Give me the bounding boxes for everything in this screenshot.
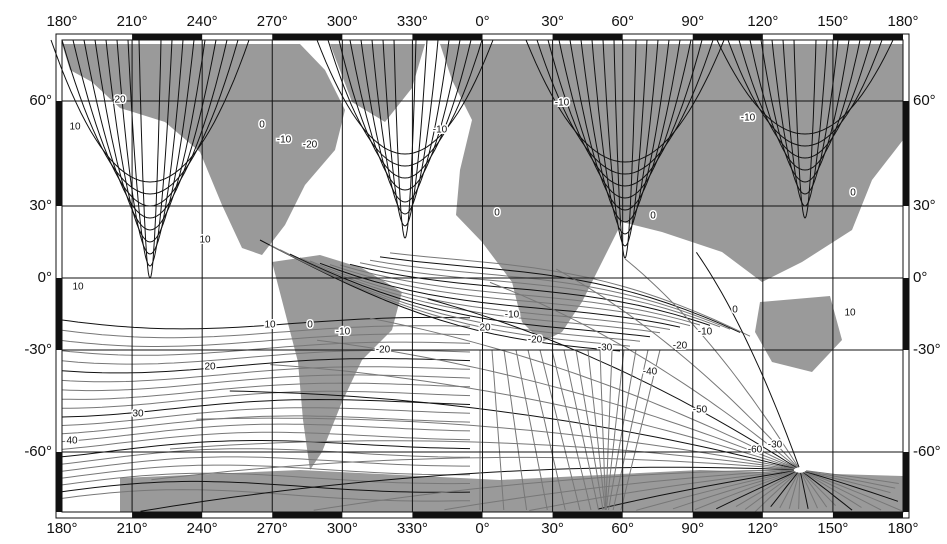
longitude-label: 300° xyxy=(327,520,358,537)
longitude-label: 180° xyxy=(887,520,918,537)
frame-bar xyxy=(412,34,482,40)
frame-bar xyxy=(56,278,62,350)
latitude-label: 30° xyxy=(29,197,52,214)
contour-label: -40 xyxy=(643,367,658,378)
contour-label: 20 xyxy=(479,323,491,334)
longitude-label: 240° xyxy=(187,520,218,537)
frame-bar xyxy=(693,512,763,518)
contour-label: -10 xyxy=(698,327,713,338)
latitude-label: -60° xyxy=(24,443,52,460)
longitude-label: 180° xyxy=(887,13,918,30)
latitude-label: 0° xyxy=(913,269,927,286)
frame-bar xyxy=(553,512,623,518)
contour-label: 10 xyxy=(844,308,856,319)
contour-label: -20 xyxy=(528,335,543,346)
frame-bar xyxy=(56,101,62,206)
contour-label: -10 xyxy=(336,327,351,338)
contour-label: -10 xyxy=(555,98,570,109)
latitude-label: -60° xyxy=(913,443,941,460)
longitude-label: 210° xyxy=(117,520,148,537)
longitude-label: 0° xyxy=(475,520,489,537)
longitude-label: 180° xyxy=(46,13,77,30)
contour-label: 20 xyxy=(204,362,216,373)
contour-label: 20 xyxy=(114,95,126,106)
frame-bar xyxy=(833,34,903,40)
frame-bar xyxy=(903,452,909,512)
contour-label: -60 xyxy=(748,445,763,456)
contour-label: 0 xyxy=(494,208,500,219)
frame-bar xyxy=(693,34,763,40)
longitude-label: 120° xyxy=(747,13,778,30)
frame-bar xyxy=(903,278,909,350)
longitude-label: 330° xyxy=(397,13,428,30)
frame-bar xyxy=(412,512,482,518)
contour-label: 30 xyxy=(132,409,144,420)
frame-bar xyxy=(833,512,903,518)
latitude-label: 30° xyxy=(913,197,936,214)
longitude-label: 120° xyxy=(747,520,778,537)
contour-label: 0 xyxy=(650,211,656,222)
page: {"map": { "top_axis": ["180°", "210°", "… xyxy=(0,0,947,539)
frame-bar xyxy=(56,452,62,512)
longitude-label: 60° xyxy=(611,13,634,30)
longitude-label: 150° xyxy=(817,13,848,30)
contour-label: 10 xyxy=(264,320,276,331)
latitude-label: 60° xyxy=(29,92,52,109)
contour-label: 0 xyxy=(732,305,738,316)
contour-label: -10 xyxy=(433,125,448,136)
frame-bar xyxy=(132,34,202,40)
longitude-label: 210° xyxy=(117,13,148,30)
longitude-label: 90° xyxy=(681,520,704,537)
contour-label: -50 xyxy=(693,405,708,416)
frame-bar xyxy=(272,34,342,40)
longitude-label: 30° xyxy=(541,520,564,537)
contour-label: -10 xyxy=(277,135,292,146)
map: 180°210°240°270°300°330°0°30°60°90°120°1… xyxy=(0,0,947,539)
contour-label: 10 xyxy=(69,122,81,133)
frame-bar xyxy=(272,512,342,518)
contour-label: 0 xyxy=(307,320,313,331)
latitude-label: -30° xyxy=(24,341,52,358)
longitude-label: 0° xyxy=(475,13,489,30)
contour-label: 10 xyxy=(72,282,84,293)
longitude-label: 300° xyxy=(327,13,358,30)
frame-bar xyxy=(903,101,909,206)
longitude-label: 30° xyxy=(541,13,564,30)
contour-label: 10 xyxy=(199,235,211,246)
latitude-label: 0° xyxy=(38,269,52,286)
contour-label: -10 xyxy=(741,113,756,124)
contour-label: -20 xyxy=(303,140,318,151)
contour-label: 0 xyxy=(850,188,856,199)
contour-label: 0 xyxy=(259,120,265,131)
longitude-label: 330° xyxy=(397,520,428,537)
latitude-label: 60° xyxy=(913,92,936,109)
latitude-label: -30° xyxy=(913,341,941,358)
frame-bar xyxy=(132,512,202,518)
contour-label: 40 xyxy=(66,436,78,447)
longitude-label: 270° xyxy=(257,13,288,30)
contour-label: -20 xyxy=(673,341,688,352)
contour-label: -30 xyxy=(598,343,613,354)
frame-bar xyxy=(553,34,623,40)
contour-label: -10 xyxy=(505,310,520,321)
longitude-label: 180° xyxy=(46,520,77,537)
longitude-label: 240° xyxy=(187,13,218,30)
longitude-label: 270° xyxy=(257,520,288,537)
contour-label: -30 xyxy=(768,440,783,451)
longitude-label: 150° xyxy=(817,520,848,537)
contour-label: -20 xyxy=(376,345,391,356)
longitude-label: 90° xyxy=(681,13,704,30)
longitude-label: 60° xyxy=(611,520,634,537)
